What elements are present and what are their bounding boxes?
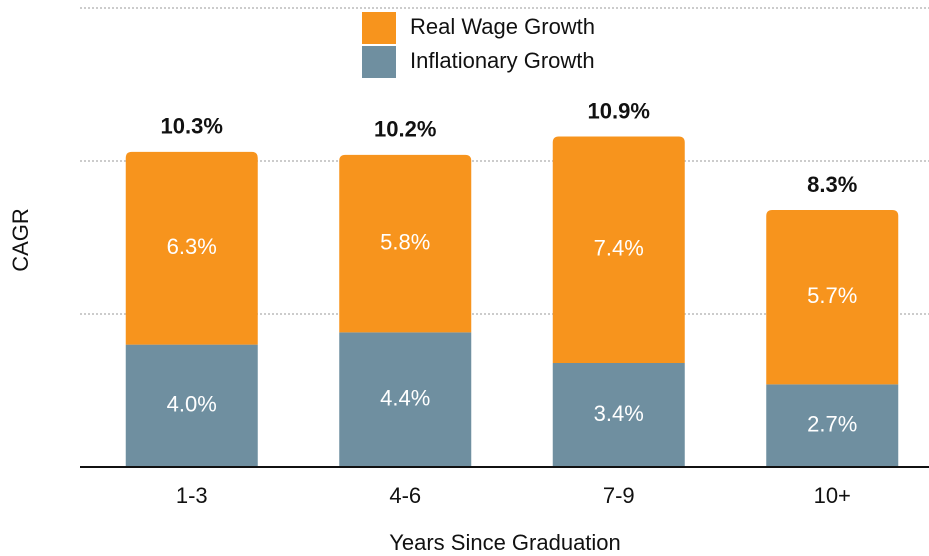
legend-swatch <box>362 12 396 44</box>
x-tick-label: 1-3 <box>176 483 208 508</box>
value-label: 4.0% <box>167 392 217 417</box>
bar-segment <box>552 362 685 467</box>
total-label: 10.2% <box>374 117 436 142</box>
value-label: 2.7% <box>807 412 857 437</box>
value-label: 3.4% <box>594 401 644 426</box>
value-label: 7.4% <box>594 236 644 261</box>
x-tick-label: 4-6 <box>389 483 421 508</box>
x-tick-label: 10+ <box>814 483 851 508</box>
bar-segment <box>552 136 685 363</box>
value-label: 4.4% <box>380 385 430 410</box>
bar-segment <box>125 151 258 345</box>
legend-label: Real Wage Growth <box>410 14 595 39</box>
bar-segment <box>766 384 899 467</box>
legend-swatch <box>362 46 396 78</box>
x-axis-label: Years Since Graduation <box>389 530 621 555</box>
total-label: 10.3% <box>161 114 223 139</box>
total-label: 8.3% <box>807 172 857 197</box>
bar-segment <box>125 344 258 467</box>
bar-segment <box>339 154 472 333</box>
bar-segment <box>766 209 899 385</box>
bar-segment <box>339 332 472 467</box>
total-label: 10.9% <box>588 98 650 123</box>
value-label: 6.3% <box>167 234 217 259</box>
x-tick-label: 7-9 <box>603 483 635 508</box>
value-label: 5.7% <box>807 283 857 308</box>
legend-label: Inflationary Growth <box>410 48 595 73</box>
y-axis-label: CAGR <box>8 208 33 272</box>
value-label: 5.8% <box>380 229 430 254</box>
